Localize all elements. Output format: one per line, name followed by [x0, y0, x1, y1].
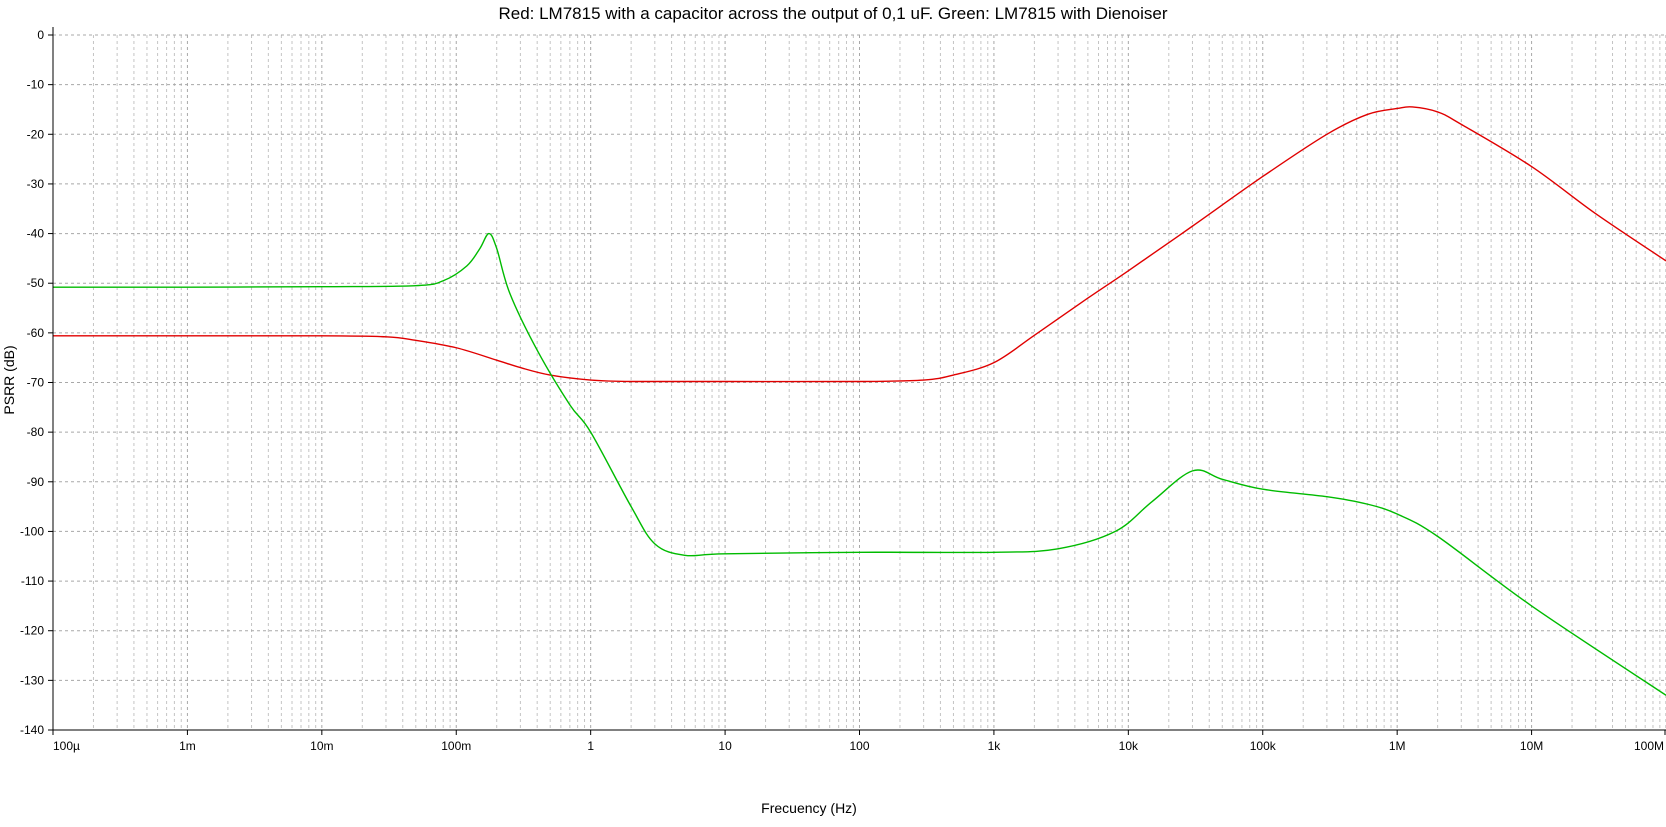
chart-title: Red: LM7815 with a capacitor across the …	[498, 4, 1167, 23]
y-tick-label: -90	[27, 475, 45, 489]
x-tick-label: 1M	[1389, 739, 1406, 753]
y-axis-label: PSRR (dB)	[1, 345, 17, 414]
y-tick-label: 0	[37, 28, 44, 42]
x-axis-label: Frecuency (Hz)	[761, 800, 857, 816]
x-tick-label: 10M	[1520, 739, 1543, 753]
y-tick-label: -110	[21, 574, 44, 588]
y-tick-label: -40	[27, 227, 45, 241]
y-tick-label: -120	[20, 624, 44, 638]
series-line-red	[53, 106, 1666, 383]
y-tick-label: -30	[27, 177, 45, 191]
x-tick-label: 1k	[988, 739, 1002, 753]
x-tick-label: 100µ	[53, 739, 80, 753]
x-tick-label: 10	[718, 739, 732, 753]
y-tick-label: -100	[20, 524, 44, 538]
y-tick-labels: 0 -10 -20 -30 -40 -50 -60 -70 -80 -90 -100 -110 -120…	[20, 28, 44, 737]
series-layer	[52, 106, 1666, 696]
x-tick-label: 100M	[1634, 739, 1664, 753]
x-tick-label: 100k	[1250, 739, 1277, 753]
y-tick-label: -130	[20, 673, 44, 687]
x-tick-label: 1m	[179, 739, 196, 753]
y-tick-label: -20	[27, 127, 45, 141]
axes	[48, 27, 1666, 735]
y-tick-label: -50	[27, 276, 45, 290]
x-tick-label: 100	[849, 739, 869, 753]
x-tick-label: 100m	[441, 739, 471, 753]
x-tick-label: 10m	[310, 739, 333, 753]
x-tick-labels: 100µ 1m 10m 100m 1 10 100 1k 10k 100k 1M 10M 100M	[53, 739, 1664, 753]
y-tick-label: -10	[27, 78, 45, 92]
y-tick-label: -60	[27, 326, 45, 340]
x-tick-label: 10k	[1119, 739, 1139, 753]
series-line-green	[52, 232, 1666, 696]
grid	[53, 34, 1666, 730]
y-tick-label: -80	[27, 425, 45, 439]
y-tick-label: -140	[20, 723, 44, 737]
x-tick-label: 1	[587, 739, 594, 753]
y-tick-label: -70	[27, 376, 45, 390]
